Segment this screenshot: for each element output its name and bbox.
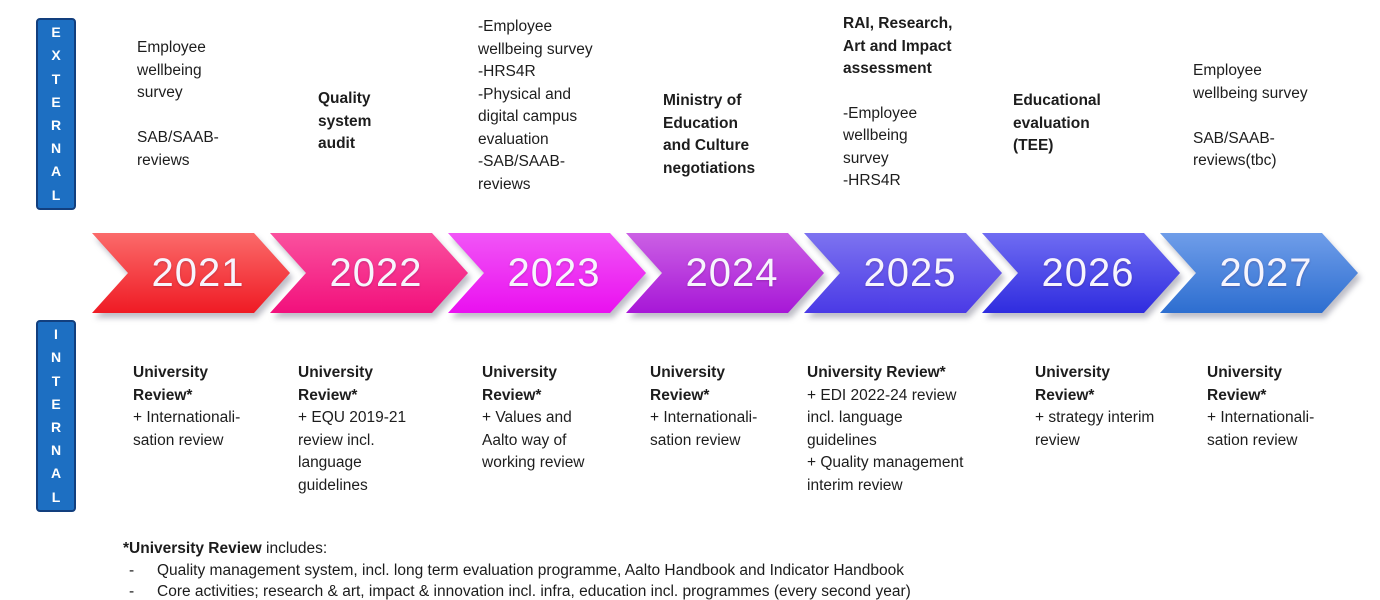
internal-reviews-2025-heading: University Review* [807, 364, 946, 381]
internal-reviews-2021-heading: University Review* [133, 364, 208, 404]
footnote-bullet-marker: - [129, 583, 135, 600]
internal-reviews-2023-text: + Values and Aalto way of working review [482, 409, 585, 471]
internal-reviews-2026-heading: University Review* [1035, 364, 1110, 404]
external-events-2024: Ministry of Education and Culture negoti… [663, 90, 803, 180]
footnote-bullet: - Quality management system, incl. long … [123, 560, 1123, 582]
year-arrow-2021-shape: 2021 [92, 233, 290, 313]
internal-reviews-2024-heading: University Review* [650, 364, 725, 404]
internal-reviews-2024-text: + Internationali- sation review [650, 409, 758, 449]
internal-axis-label-text: INTERNAL [50, 326, 62, 505]
external-events-2025: RAI, Research, Art and Impact assessment… [843, 13, 1008, 193]
year-arrow-2023: 2023 [448, 233, 646, 313]
external-events-2026: Educational evaluation (TEE) [1013, 90, 1168, 158]
year-arrow-2026: 2026 [982, 233, 1180, 313]
external-events-2021: Employee wellbeing survey SAB/SAAB- revi… [137, 37, 267, 172]
internal-reviews-2025-text: + EDI 2022-24 review incl. language guid… [807, 386, 964, 494]
external-events-2023: -Employee wellbeing survey -HRS4R -Physi… [478, 16, 633, 196]
internal-axis-label: INTERNAL [36, 320, 76, 512]
footnote-bullet-text: Quality management system, incl. long te… [157, 561, 904, 579]
footnote-title-bold: *University Review [123, 540, 262, 557]
year-arrow-2027-label: 2027 [1219, 250, 1313, 295]
external-axis-label: EXTERNAL [36, 18, 76, 210]
internal-reviews-2026-text: + strategy interim review [1035, 409, 1155, 449]
year-arrow-2022: 2022 [270, 233, 468, 313]
internal-reviews-2027: University Review* + Internationali- sat… [1207, 362, 1362, 452]
year-arrow-2022-label: 2022 [329, 250, 423, 295]
internal-reviews-2023-heading: University Review* [482, 364, 557, 404]
internal-reviews-2026: University Review* + strategy interim re… [1035, 362, 1215, 452]
external-events-2026-heading: Educational evaluation (TEE) [1013, 92, 1101, 154]
year-arrow-2023-label: 2023 [507, 250, 601, 295]
year-arrow-2024-shape: 2024 [626, 233, 824, 313]
year-arrow-2022-shape: 2022 [270, 233, 468, 313]
year-arrow-2026-shape: 2026 [982, 233, 1180, 313]
footnote-title-rest: includes: [261, 540, 328, 557]
year-arrow-2021-label: 2021 [151, 250, 245, 295]
internal-reviews-2021: University Review* + Internationali- sat… [133, 362, 288, 452]
external-events-2027: Employee wellbeing survey SAB/SAAB- revi… [1193, 60, 1348, 173]
year-arrow-2024: 2024 [626, 233, 824, 313]
external-events-2023-text: -Employee wellbeing survey -HRS4R -Physi… [478, 18, 593, 193]
year-arrow-2025-label: 2025 [863, 250, 957, 295]
external-axis-label-text: EXTERNAL [50, 24, 62, 203]
external-events-2022-heading: Quality system audit [318, 90, 372, 152]
external-events-2024-heading: Ministry of Education and Culture negoti… [663, 92, 756, 177]
internal-reviews-2022-text: + EQU 2019-21 review incl. language guid… [298, 409, 407, 494]
internal-reviews-2022-heading: University Review* [298, 364, 373, 404]
external-events-2027-text: Employee wellbeing survey SAB/SAAB- revi… [1193, 62, 1308, 169]
internal-reviews-2027-heading: University Review* [1207, 364, 1282, 404]
year-arrow-2025: 2025 [804, 233, 1002, 313]
internal-reviews-2024: University Review* + Internationali- sat… [650, 362, 805, 452]
year-arrow-2027: 2027 [1160, 233, 1358, 313]
footnote: *University Review includes: - Quality m… [123, 538, 1123, 600]
year-arrow-2025-shape: 2025 [804, 233, 1002, 313]
footnote-title: *University Review includes: [123, 538, 1123, 560]
external-events-2025-heading: RAI, Research, Art and Impact assessment [843, 15, 953, 77]
internal-reviews-2023: University Review* + Values and Aalto wa… [482, 362, 637, 475]
year-arrow-2024-label: 2024 [685, 250, 779, 295]
internal-reviews-2025: University Review* + EDI 2022-24 review … [807, 362, 1007, 497]
internal-reviews-2027-text: + Internationali- sation review [1207, 409, 1315, 449]
year-arrow-2026-label: 2026 [1041, 250, 1135, 295]
external-events-2025-text: -Employee wellbeing survey -HRS4R [843, 104, 918, 190]
internal-reviews-2022: University Review* + EQU 2019-21 review … [298, 362, 453, 497]
footnote-bullet: - Core activities; research & art, impac… [123, 581, 1123, 600]
year-arrow-2023-shape: 2023 [448, 233, 646, 313]
footnote-bullet-marker: - [129, 561, 135, 579]
year-arrow-2021: 2021 [92, 233, 290, 313]
footnote-bullet-text: Core activities; research & art, impact … [157, 583, 911, 600]
internal-reviews-2021-text: + Internationali- sation review [133, 409, 241, 449]
external-events-2021-text: Employee wellbeing survey SAB/SAAB- revi… [137, 39, 219, 169]
year-arrow-2027-shape: 2027 [1160, 233, 1358, 313]
external-events-2022: Quality system audit [318, 88, 448, 156]
